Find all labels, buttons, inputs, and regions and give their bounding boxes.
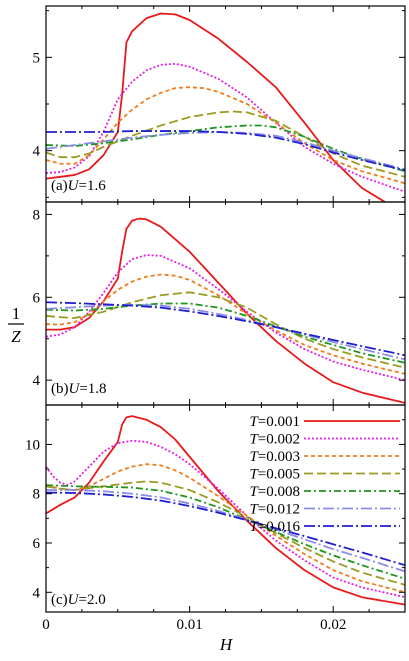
y-tick-label: 5 — [33, 50, 41, 66]
y-tick-label: 10 — [25, 437, 40, 453]
legend-label-6: T=0.012 — [249, 502, 300, 518]
x-tick-label: 0.02 — [320, 617, 346, 633]
panel-c-ticks: 0 0.01 0.02 4 6 8 10 — [25, 405, 406, 633]
legend-label-4: T=0.005 — [249, 467, 300, 483]
y-tick-label: 4 — [33, 585, 41, 601]
panel-a-ticks: 45 — [33, 6, 406, 202]
legend-label-7: T=0.016 — [249, 519, 300, 535]
panel-c-lines — [46, 415, 405, 606]
x-tick-label: 0.01 — [176, 617, 202, 633]
panel-b-ticks: 4 6 8 — [33, 202, 406, 405]
y-axis-title-denominator: Z — [11, 327, 21, 346]
x-tick-label: 0 — [42, 617, 50, 633]
series-line-b-6 — [46, 303, 405, 361]
y-tick-label: 8 — [33, 207, 41, 223]
y-axis-title-numerator: 1 — [12, 304, 21, 323]
series-line-a-2 — [46, 62, 405, 193]
series-line-a-4 — [46, 110, 405, 178]
legend-label-1: T=0.001 — [249, 414, 300, 430]
series-line-b-4 — [46, 291, 405, 369]
panel-b-label: (b)U=1.8 — [51, 381, 107, 397]
series-line-c-1 — [46, 415, 405, 606]
x-axis-title: H — [219, 635, 234, 654]
y-tick-label: 6 — [33, 290, 41, 306]
series-line-c-7 — [46, 491, 405, 567]
series-line-a-7 — [46, 130, 405, 172]
legend-label-3: T=0.003 — [249, 449, 300, 465]
y-axis-title: 1 Z — [8, 304, 24, 346]
legend-label-5: T=0.008 — [249, 484, 300, 500]
series-line-c-4 — [46, 480, 405, 586]
panel-a-lines — [46, 12, 405, 202]
series-line-b-2 — [46, 254, 405, 382]
panel-a-frame — [45, 5, 406, 203]
legend-label-2: T=0.002 — [249, 432, 300, 448]
panel-b-lines — [46, 217, 405, 404]
panel-a-label: (a)U=1.6 — [51, 178, 106, 194]
series-line-b-7 — [46, 301, 405, 357]
series-line-a-3 — [46, 86, 405, 185]
y-tick-label: 6 — [33, 536, 41, 552]
series-line-c-2 — [46, 439, 405, 599]
y-tick-label: 8 — [33, 487, 41, 503]
panel-c-label: (c)U=2.0 — [51, 592, 106, 608]
y-tick-label: 4 — [33, 144, 41, 160]
series-line-c-3 — [46, 463, 405, 594]
series-line-c-6 — [46, 489, 405, 573]
series-line-b-1 — [46, 217, 405, 404]
series-line-a-1 — [46, 12, 387, 202]
series-line-a-5 — [46, 124, 405, 173]
panel-b: 4 6 8 (b)U=1.8 — [33, 201, 406, 406]
panel-a: 45 (a)U=1.6 — [33, 5, 406, 203]
y-tick-label: 4 — [33, 373, 41, 389]
